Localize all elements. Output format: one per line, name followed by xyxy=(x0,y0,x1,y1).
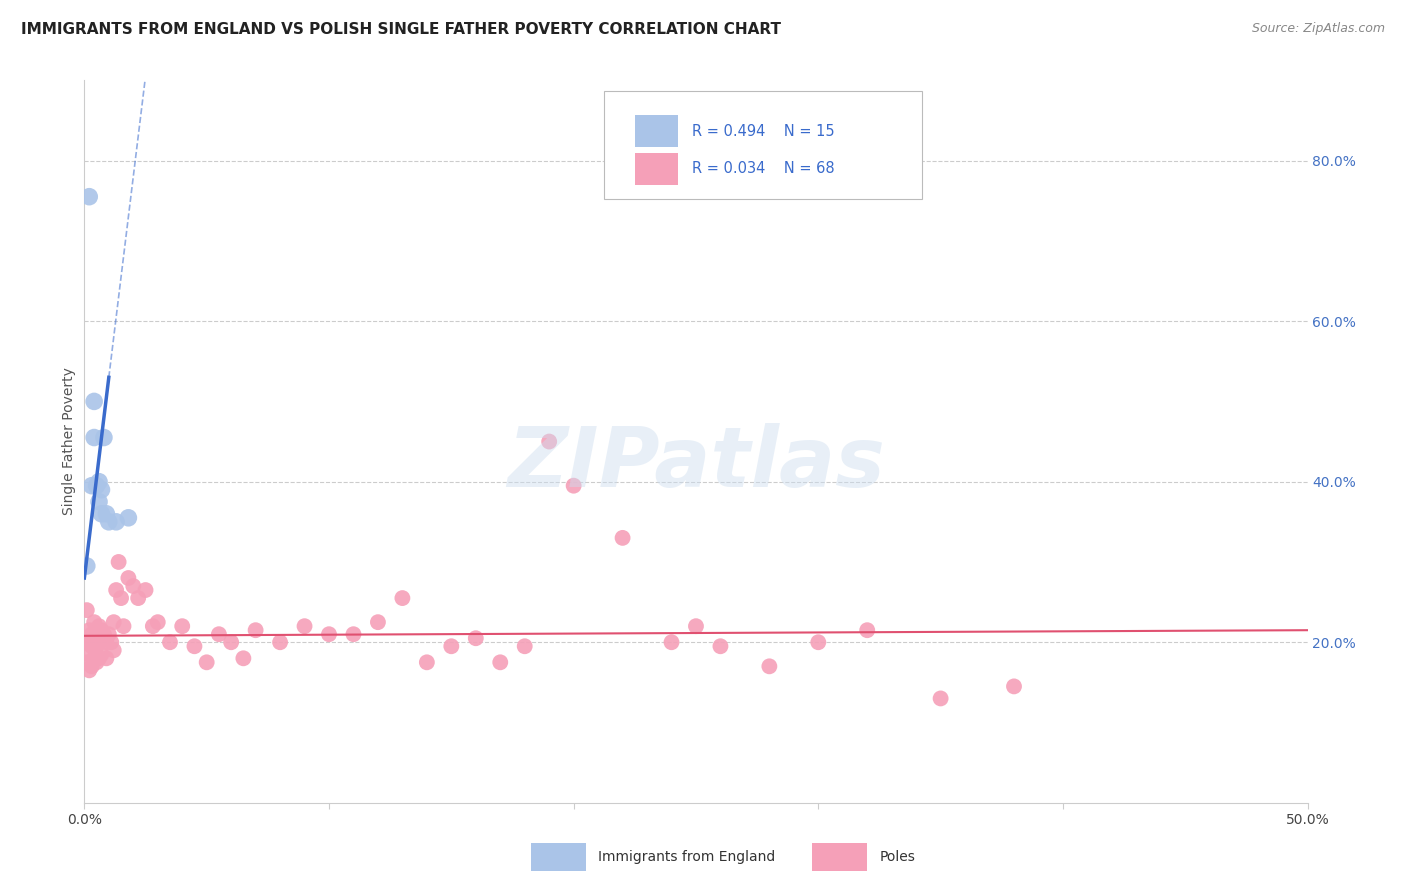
Point xyxy=(80,478,103,492)
Point xyxy=(77,648,100,662)
Point xyxy=(513,639,536,653)
FancyBboxPatch shape xyxy=(636,153,678,185)
Point xyxy=(86,639,108,653)
Point xyxy=(103,643,125,657)
Point xyxy=(245,623,267,637)
Point xyxy=(87,494,110,508)
Point xyxy=(159,635,181,649)
Point xyxy=(489,655,512,669)
Point xyxy=(122,579,145,593)
Point xyxy=(195,655,218,669)
Point xyxy=(127,591,149,605)
Point xyxy=(709,639,731,653)
Point xyxy=(90,623,112,637)
Point xyxy=(80,627,103,641)
Point xyxy=(96,651,118,665)
Point xyxy=(96,507,118,521)
Point xyxy=(93,430,115,444)
Y-axis label: Single Father Poverty: Single Father Poverty xyxy=(62,368,76,516)
Point xyxy=(661,635,683,649)
Point xyxy=(807,635,830,649)
Point xyxy=(105,515,128,529)
Point xyxy=(90,648,112,662)
Point xyxy=(83,430,105,444)
Point xyxy=(76,603,98,617)
Point xyxy=(100,635,122,649)
Point xyxy=(80,659,103,673)
Point xyxy=(464,632,486,646)
Point xyxy=(318,627,340,641)
Text: R = 0.034    N = 68: R = 0.034 N = 68 xyxy=(692,161,835,177)
Point xyxy=(135,583,157,598)
Text: Source: ZipAtlas.com: Source: ZipAtlas.com xyxy=(1251,22,1385,36)
Point xyxy=(172,619,194,633)
Point xyxy=(416,655,439,669)
Point xyxy=(562,478,585,492)
Point xyxy=(96,635,118,649)
Point xyxy=(112,619,135,633)
Text: Immigrants from England: Immigrants from England xyxy=(598,850,775,864)
Point xyxy=(929,691,952,706)
Text: ZIPatlas: ZIPatlas xyxy=(508,423,884,504)
Point xyxy=(1002,680,1025,694)
Point xyxy=(342,627,364,641)
Point xyxy=(117,510,139,524)
Point xyxy=(110,591,132,605)
Point xyxy=(232,651,254,665)
Point xyxy=(87,635,110,649)
Point xyxy=(367,615,389,630)
Text: Poles: Poles xyxy=(880,850,915,864)
Point xyxy=(269,635,291,649)
Point xyxy=(93,627,115,641)
Point xyxy=(117,571,139,585)
Point xyxy=(86,655,108,669)
Point xyxy=(77,664,100,678)
Text: R = 0.494    N = 15: R = 0.494 N = 15 xyxy=(692,124,835,139)
Point xyxy=(87,619,110,633)
FancyBboxPatch shape xyxy=(636,115,678,147)
Point xyxy=(86,623,108,637)
Point xyxy=(107,555,129,569)
Point xyxy=(612,531,634,545)
Point xyxy=(87,651,110,665)
Point xyxy=(208,627,231,641)
Point xyxy=(103,615,125,630)
Point xyxy=(76,558,98,574)
Point xyxy=(83,615,105,630)
Point xyxy=(97,627,120,641)
Point xyxy=(86,478,108,492)
Point xyxy=(87,475,110,489)
Point xyxy=(77,623,100,637)
Point xyxy=(183,639,205,653)
Point xyxy=(146,615,169,630)
Point xyxy=(758,659,780,673)
FancyBboxPatch shape xyxy=(813,843,868,871)
Point xyxy=(97,515,120,529)
Text: IMMIGRANTS FROM ENGLAND VS POLISH SINGLE FATHER POVERTY CORRELATION CHART: IMMIGRANTS FROM ENGLAND VS POLISH SINGLE… xyxy=(21,22,782,37)
Point xyxy=(77,189,100,203)
Point xyxy=(83,651,105,665)
Point xyxy=(90,507,112,521)
Point xyxy=(76,632,98,646)
Point xyxy=(142,619,165,633)
Point xyxy=(685,619,707,633)
Point xyxy=(77,635,100,649)
Point xyxy=(83,394,105,409)
Point xyxy=(105,583,128,598)
Point xyxy=(538,434,561,449)
FancyBboxPatch shape xyxy=(605,91,922,200)
Point xyxy=(76,655,98,669)
Point xyxy=(90,483,112,497)
Point xyxy=(80,639,103,653)
Point xyxy=(219,635,242,649)
Point xyxy=(83,635,105,649)
Point xyxy=(440,639,463,653)
Point xyxy=(391,591,413,605)
FancyBboxPatch shape xyxy=(531,843,586,871)
Point xyxy=(294,619,316,633)
Point xyxy=(856,623,879,637)
